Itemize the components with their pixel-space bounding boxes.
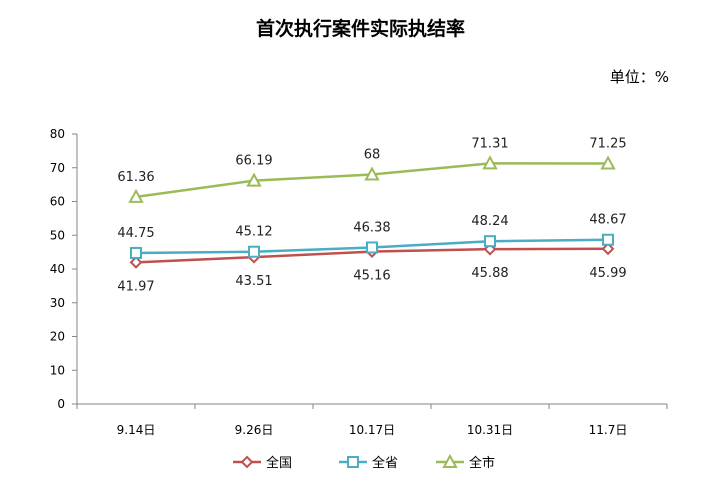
data-label: 48.24 [471, 214, 508, 229]
series-layer [128, 155, 616, 269]
y-tick-label: 70 [50, 161, 65, 175]
data-label: 71.31 [471, 136, 508, 151]
data-label: 66.19 [235, 154, 272, 169]
data-point [484, 235, 496, 248]
x-tick-label: 11.7日 [589, 423, 628, 437]
y-tick-label: 40 [50, 262, 65, 276]
data-labels: 41.97 43.51 45.16 45.88 45.99 44.75 45.12 46.38… [117, 136, 626, 294]
legend-label: 全省 [372, 455, 398, 471]
legend-marker [347, 456, 359, 468]
data-label: 48.67 [589, 213, 626, 228]
legend-marker [240, 455, 254, 469]
legend-label: 全国 [266, 455, 292, 471]
legend-label: 全市 [469, 455, 495, 471]
data-label: 45.88 [471, 266, 508, 281]
data-label: 71.25 [589, 137, 626, 152]
data-point [130, 246, 142, 259]
y-tick-label: 10 [50, 363, 65, 377]
x-tick-label: 9.26日 [235, 423, 274, 437]
x-tick-label: 10.17日 [349, 423, 395, 437]
y-tick-label: 0 [57, 397, 65, 411]
data-label: 44.75 [117, 226, 154, 241]
y-tick-label: 30 [50, 296, 65, 310]
chart-title: 首次执行案件实际执结率 [255, 18, 465, 40]
data-label: 61.36 [117, 170, 154, 185]
axes: 0 10 20 30 40 50 60 70 80 9.14日 9.26日 10.17日 10.31日 1… [50, 127, 668, 437]
data-point [246, 172, 262, 187]
data-point [601, 242, 615, 256]
data-point [248, 245, 260, 258]
data-point [366, 241, 378, 254]
data-label: 41.97 [117, 279, 154, 294]
legend-marker [442, 453, 458, 468]
unit-label: 单位：% [609, 68, 669, 86]
series-2 [128, 155, 616, 203]
series-1 [130, 233, 614, 259]
y-tick-label: 80 [50, 127, 65, 141]
data-point [482, 155, 498, 170]
data-point [129, 255, 143, 269]
data-point [600, 155, 616, 170]
data-label: 45.16 [353, 269, 390, 284]
data-label: 45.12 [235, 225, 272, 240]
data-label: 46.38 [353, 220, 390, 235]
legend: 全国 全省 全市 [233, 453, 495, 471]
data-label: 43.51 [235, 274, 272, 289]
data-point [128, 188, 144, 203]
y-tick-label: 20 [50, 330, 65, 344]
y-tick-label: 60 [50, 195, 65, 209]
y-tick-label: 50 [50, 228, 65, 242]
x-tick-label: 10.31日 [467, 423, 513, 437]
data-label: 45.99 [589, 266, 626, 281]
data-point [364, 166, 380, 181]
x-tick-label: 9.14日 [117, 423, 156, 437]
data-point [602, 233, 614, 246]
data-label: 68 [364, 148, 381, 163]
